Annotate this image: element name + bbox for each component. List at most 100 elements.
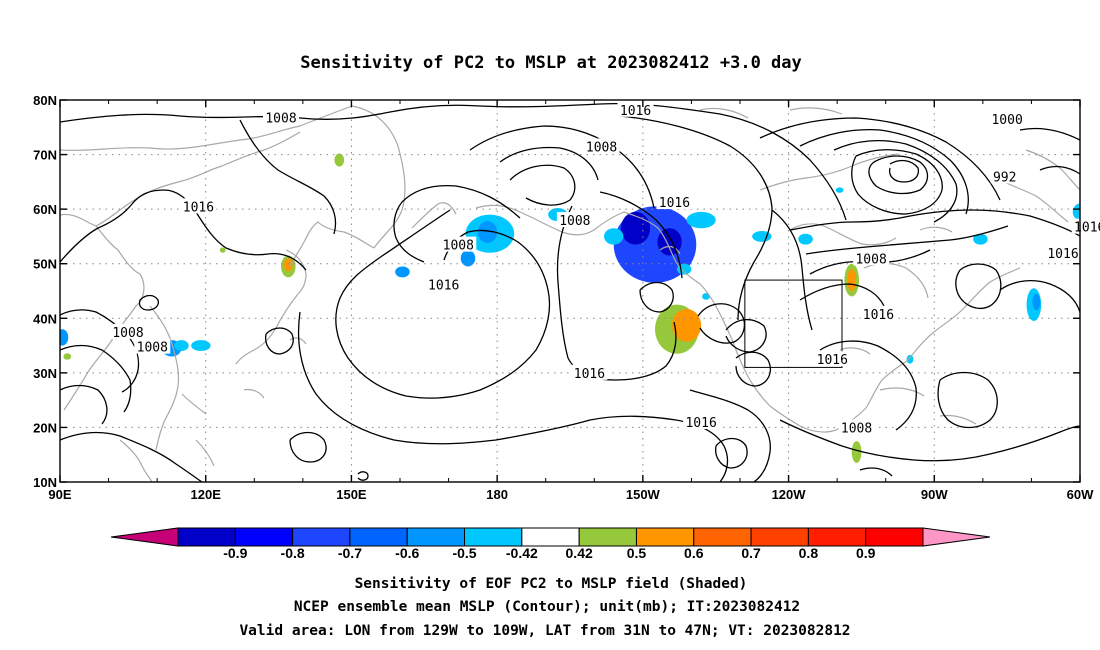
shading-blob-32 — [702, 293, 710, 300]
contour-label-bg — [853, 250, 890, 266]
contour-label-7: 1008 — [583, 138, 620, 155]
shading-blob-18 — [60, 329, 69, 346]
shading-blob-27 — [1072, 203, 1080, 221]
contour-label-15: 1008 — [838, 419, 875, 436]
caption-line-1: Sensitivity of EOF PC2 to MSLP field (Sh… — [355, 576, 748, 592]
colorbar-arrow-low — [110, 527, 179, 547]
contour-label-bg — [583, 138, 620, 154]
colorbar-swatch-10 — [750, 527, 809, 547]
contour-label-bg — [1071, 218, 1100, 234]
shading-blob-13 — [174, 340, 189, 352]
contour-label-bg — [860, 305, 897, 321]
colorbar-label-5: -0.42 — [506, 545, 538, 561]
contour-label-text: 1008 — [112, 326, 143, 341]
colorbar-swatch-11 — [807, 527, 867, 547]
contour-label-text: 1016 — [183, 200, 214, 215]
colorbar-label-0: -0.9 — [223, 545, 247, 561]
shading-blob-19 — [63, 353, 72, 360]
grid-lines — [60, 100, 1080, 482]
colorbar-label-3: -0.6 — [395, 545, 419, 561]
caption-line-2: NCEP ensemble mean MSLP (Contour); unit(… — [294, 599, 800, 615]
colorbar-swatch-9 — [693, 527, 752, 547]
colorbar-swatch-5 — [464, 527, 523, 547]
shading-blob-30 — [906, 354, 914, 364]
shading-blob-7 — [477, 221, 498, 243]
contour-label-13: 1016 — [860, 305, 897, 323]
contour-label-text: 1008 — [559, 214, 590, 229]
shading-blob-8 — [460, 250, 476, 267]
colorbar-label-2: -0.7 — [338, 545, 362, 561]
contour-label-19: 1016 — [1045, 244, 1081, 262]
contour-label-bg — [556, 212, 593, 228]
colorbar-label-7: 0.5 — [627, 545, 647, 561]
colorbar-label-4: -0.5 — [452, 545, 476, 561]
contour-label-text: 1016 — [659, 196, 690, 211]
contour-label-bg — [134, 338, 171, 354]
contour-label-9: 1008 — [556, 212, 593, 229]
contour-label-bg — [110, 323, 146, 339]
contour-label-14: 1008 — [853, 250, 890, 267]
contour-label-2: 1008 — [110, 323, 146, 341]
lon-tick-label-2: 150E — [336, 487, 367, 502]
valid-area-box — [744, 279, 843, 368]
colorbar-label-11: 0.9 — [856, 545, 876, 561]
contour-label-text: 1000 — [991, 113, 1022, 128]
map-area: 1008101610081008101610081016100810161008… — [33, 93, 1100, 502]
contour-label-text: 1008 — [443, 239, 474, 254]
shading-blob-31 — [835, 187, 844, 193]
shading-blob-4 — [672, 309, 702, 342]
contour-label-text: 1008 — [265, 111, 296, 126]
lat-tick-label-1: 20N — [33, 420, 57, 435]
colorbar-swatch-7 — [578, 527, 637, 547]
colorbar-label-8: 0.6 — [684, 545, 704, 561]
contour-label-bg — [838, 419, 875, 435]
shading-blob-23 — [752, 230, 772, 242]
contour-label-8: 1016 — [656, 194, 693, 211]
contour-label-bg — [263, 109, 299, 125]
colorbar-label-1: -0.8 — [281, 545, 305, 561]
shading-blob-11 — [851, 441, 862, 463]
contour-label-11: 1016 — [683, 413, 720, 431]
contour-label-text: 1008 — [841, 421, 872, 436]
shading-blob-26 — [1032, 293, 1041, 311]
shading-blob-28 — [973, 233, 988, 245]
mslp-contours — [60, 102, 1080, 482]
contour-label-bg — [425, 276, 462, 292]
colorbar-label-6: 0.42 — [566, 545, 593, 561]
contour-label-bg — [656, 194, 693, 210]
colorbar-swatch-1 — [234, 527, 294, 547]
contour-label-bg — [1045, 244, 1081, 260]
shading-blob-24 — [798, 233, 813, 245]
contour-label-text: 1016 — [863, 308, 894, 323]
lon-tick-label-4: 150W — [626, 487, 661, 502]
caption-line-3: Valid area: LON from 129W to 109W, LAT f… — [239, 623, 850, 639]
contour-label-text: 1016 — [1047, 247, 1078, 262]
colorbar-swatch-0 — [177, 527, 236, 547]
map-axes: 90E 120E 150E 180 150W 120W 90W 60W 10N 20N 30N 40N… — [33, 93, 1094, 502]
contour-label-text: 1016 — [1074, 221, 1100, 236]
colorbar-arrow-high — [922, 527, 991, 547]
contour-label-3: 1008 — [134, 338, 171, 356]
lon-tick-label-1: 120E — [191, 487, 222, 502]
lat-tick-label-6: 70N — [33, 148, 57, 163]
contour-label-text: 992 — [993, 170, 1016, 185]
shading-blob-21 — [604, 228, 624, 245]
contour-label-18: 1016 — [1071, 218, 1100, 236]
figure-title: Sensitivity of PC2 to MSLP at 2023082412… — [300, 53, 802, 73]
lon-tick-label-5: 120W — [772, 487, 807, 502]
lat-tick-label-2: 30N — [33, 366, 57, 381]
contour-label-text: 1008 — [586, 140, 617, 155]
colorbar-label-9: 0.7 — [741, 545, 761, 561]
contour-label-17: 992 — [990, 168, 1019, 185]
lat-tick-label-7: 80N — [33, 93, 57, 108]
sensitivity-shading — [60, 153, 1080, 463]
contour-label-text: 1008 — [137, 341, 168, 356]
shading-blob-10 — [847, 269, 857, 292]
contour-label-text: 1016 — [817, 353, 848, 368]
contour-label-12: 1016 — [814, 351, 851, 368]
contour-label-bg — [683, 413, 720, 429]
colorbar-label-10: 0.8 — [799, 545, 819, 561]
contour-label-text: 1016 — [685, 416, 716, 431]
shading-blob-29 — [395, 266, 410, 278]
